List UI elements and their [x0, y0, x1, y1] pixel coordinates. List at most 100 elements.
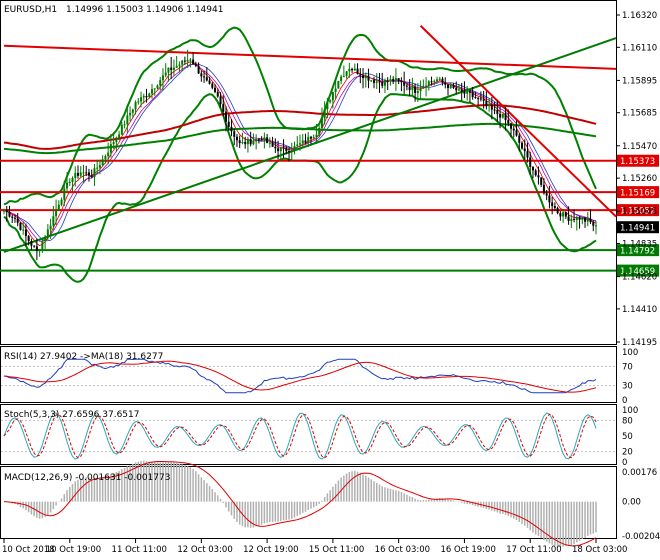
candle-body	[545, 193, 548, 196]
candle-body	[197, 65, 200, 74]
candle-body	[485, 100, 488, 106]
candle-body	[131, 109, 134, 113]
candle-body	[405, 85, 408, 87]
candle-body	[570, 218, 573, 221]
rsi-line	[3, 358, 597, 394]
stoch-tick-label: 50	[622, 432, 633, 442]
candle-body	[373, 80, 375, 83]
candle-body	[320, 117, 323, 128]
candle-body	[304, 140, 307, 143]
price-tick-label: 1.14410	[622, 305, 657, 315]
candle-body	[367, 75, 370, 81]
candle-body	[246, 139, 249, 145]
candle-body	[11, 216, 14, 218]
candle-body	[49, 225, 52, 230]
candle-body	[444, 82, 447, 85]
candle-body	[521, 142, 523, 149]
candle-body	[82, 172, 85, 174]
candle-body	[463, 91, 466, 94]
macd-signal-line	[3, 461, 597, 547]
candle-body	[161, 75, 164, 81]
macd-tick-label: -0.00204	[622, 532, 660, 542]
candle-body	[200, 73, 203, 77]
candle-body	[559, 213, 562, 217]
candle-body	[595, 225, 597, 227]
candle-body	[452, 84, 455, 88]
candle-body	[337, 80, 340, 89]
candle-body	[378, 81, 381, 83]
candle-body	[383, 80, 386, 86]
candle-body	[562, 212, 565, 217]
trendline-2	[3, 37, 617, 253]
candle-body	[63, 188, 66, 200]
price-tick-label: 1.15470	[622, 142, 657, 152]
candle-body	[342, 76, 345, 78]
candle-body	[238, 140, 241, 144]
candle-body	[249, 139, 252, 145]
candle-body	[501, 113, 504, 118]
candle-body	[531, 167, 534, 171]
candle-body	[27, 236, 30, 241]
candle-body	[8, 211, 11, 217]
candle-body	[244, 142, 247, 145]
price-tick-label: 1.14620	[622, 273, 657, 283]
candle-body	[392, 78, 395, 81]
candle-body	[104, 156, 107, 160]
candle-body	[364, 75, 367, 79]
candle-body	[98, 165, 101, 168]
candle-body	[518, 135, 521, 143]
time-tick-label: 12 Oct 19:00	[243, 545, 298, 555]
candle-body	[356, 68, 359, 75]
candle-body	[222, 104, 225, 112]
rsi-tick-label: 100	[622, 348, 638, 358]
candle-body	[214, 87, 217, 93]
candle-body	[534, 170, 537, 176]
stoch-panel-frame	[0, 404, 617, 465]
candle-body	[460, 89, 463, 92]
candle-body	[164, 72, 167, 76]
candle-body	[315, 134, 318, 138]
candle-body	[186, 59, 189, 62]
candle-body	[438, 78, 441, 80]
long-moving-average-green	[3, 122, 597, 155]
time-tick-label: 17 Oct 11:00	[506, 545, 561, 555]
candle-body	[44, 237, 47, 242]
stoch-tick-label: 0	[622, 458, 627, 468]
candle-body	[192, 59, 195, 65]
candle-body	[77, 173, 79, 176]
candle-body	[449, 84, 452, 89]
candle-body	[510, 123, 513, 129]
candle-body	[523, 148, 526, 152]
stoch-tick-label: 80	[622, 416, 633, 426]
trendline-1	[3, 44, 617, 70]
candle-body	[255, 139, 258, 142]
candle-body	[466, 91, 469, 94]
price-tick-label: 1.15895	[622, 76, 657, 86]
candle-body	[159, 80, 162, 86]
candle-body	[345, 71, 348, 77]
candle-body	[30, 240, 33, 246]
candle-body	[482, 99, 485, 101]
candle-body	[507, 120, 510, 124]
candle-body	[447, 84, 449, 89]
candle-body	[170, 67, 173, 70]
candle-body	[375, 81, 378, 83]
candle-body	[13, 217, 16, 219]
candle-body	[512, 128, 515, 131]
candle-body	[296, 144, 299, 147]
candle-body	[411, 86, 414, 90]
candle-body	[564, 212, 567, 217]
candle-body	[537, 175, 540, 178]
candle-body	[400, 80, 403, 83]
trendline-3	[419, 25, 617, 218]
rsi-tick-label: 70	[622, 362, 633, 372]
candle-body	[490, 105, 493, 110]
candle-body	[96, 167, 99, 169]
candle-body	[457, 89, 460, 91]
candle-body	[386, 80, 389, 82]
price-tick-label: 1.15045	[622, 207, 657, 217]
time-tick-label: 16 Oct 19:00	[440, 545, 495, 555]
candle-body	[573, 218, 576, 221]
candle-body	[540, 177, 543, 185]
